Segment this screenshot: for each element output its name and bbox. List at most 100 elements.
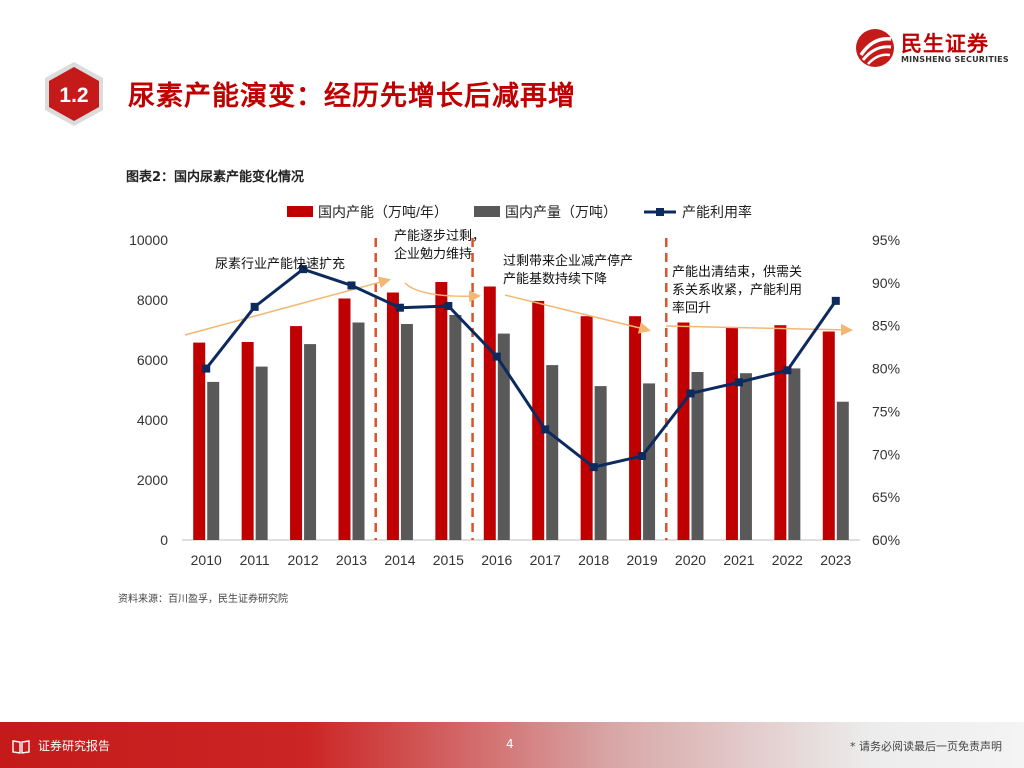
legend-production-label: 国内产量（万吨）: [505, 204, 617, 220]
bar-production-2018: [594, 386, 607, 540]
y-right-tick: 90%: [872, 275, 900, 291]
trend-arrow-3: [504, 294, 651, 334]
y-right-tick: 75%: [872, 403, 900, 419]
x-tick-2014: 2014: [384, 552, 415, 568]
bar-production-2023: [836, 401, 849, 540]
footer-bar: 证券研究报告 4 * 请务必阅读最后一页免责声明: [0, 722, 1024, 768]
y-left-tick: 0: [160, 532, 168, 548]
bar-production-2014: [400, 324, 413, 540]
annotation-1-line-1: 尿素行业产能快速扩充: [215, 256, 345, 271]
footer-report-type: 证券研究报告: [12, 737, 110, 754]
x-tick-2010: 2010: [191, 552, 222, 568]
bar-capacity-2019: [629, 316, 642, 540]
logo-text-cn: 民生证券: [901, 32, 989, 56]
utilization-point-2019: [638, 452, 647, 460]
x-tick-2021: 2021: [723, 552, 754, 568]
bar-production-2022: [788, 368, 801, 540]
utilization-point-2023: [831, 296, 840, 305]
bar-production-2020: [691, 372, 704, 540]
bar-capacity-2015: [435, 282, 448, 540]
legend-utilization-swatch-marker: [656, 208, 664, 216]
page-title: 尿素产能演变：经历先增长后减再增: [128, 81, 576, 112]
utilization-point-2013: [347, 281, 356, 290]
annotation-3-line-2: 产能基数持续下降: [503, 271, 607, 286]
annotation-2-line-1: 产能逐步过剩，: [394, 228, 485, 243]
figure-title: 图表2：国内尿素产能变化情况: [126, 170, 305, 185]
bar-capacity-2013: [338, 298, 351, 540]
annotation-3-line-1: 过剩带来企业减产停产: [503, 253, 633, 268]
x-tick-2018: 2018: [578, 552, 609, 568]
x-tick-2016: 2016: [481, 552, 512, 568]
annotation-4-line-1: 产能出清结束，供需关: [672, 264, 802, 279]
bar-capacity-2020: [677, 322, 690, 540]
disclaimer: * 请务必阅读最后一页免责声明: [850, 740, 1002, 753]
bar-capacity-2018: [580, 316, 593, 540]
utilization-point-2017: [541, 425, 550, 434]
annotation-4-line-2: 系关系收紧，产能利用: [672, 282, 802, 297]
trend-arrow-4: [665, 323, 853, 336]
y-left-tick: 2000: [137, 472, 168, 488]
x-tick-2019: 2019: [626, 552, 657, 568]
y-left-tick: 4000: [137, 412, 168, 428]
bar-production-2010: [207, 381, 220, 540]
logo-text-en: MINSHENG SECURITIES: [901, 55, 1009, 64]
y-right-tick: 70%: [872, 446, 900, 462]
y-left-tick: 8000: [137, 292, 168, 308]
bar-production-2015: [449, 315, 462, 540]
bar-capacity-2023: [822, 331, 835, 540]
page-number: 4: [506, 737, 514, 751]
section-badge: 1.2: [45, 62, 103, 126]
y-left-tick: 6000: [137, 352, 168, 368]
legend-capacity-label: 国内产能（万吨/年）: [318, 204, 448, 220]
section-number: 1.2: [59, 84, 88, 107]
utilization-point-2010: [202, 364, 211, 373]
bar-production-2012: [304, 344, 317, 540]
bar-capacity-2010: [193, 342, 206, 540]
trend-arrow-2: [404, 282, 481, 303]
y-right-tick: 65%: [872, 489, 900, 505]
capacity-chart: 0 2000 4000 6000 8000 10000 60% 65% 70% 75% 80% 85%…: [129, 204, 900, 568]
utilization-point-2018: [589, 463, 598, 472]
x-tick-2020: 2020: [675, 552, 706, 568]
bar-production-2019: [643, 383, 656, 540]
source-note: 资料来源：百川盈孚，民生证券研究院: [118, 594, 288, 605]
x-tick-2022: 2022: [772, 552, 803, 568]
utilization-point-2011: [250, 302, 259, 311]
legend-capacity-swatch: [287, 206, 313, 217]
y-left-tick: 10000: [129, 232, 168, 248]
y-right-tick: 60%: [872, 532, 900, 548]
x-tick-2013: 2013: [336, 552, 367, 568]
utilization-point-2015: [444, 302, 453, 310]
x-tick-2023: 2023: [820, 552, 851, 568]
bar-capacity-2022: [774, 325, 787, 540]
utilization-point-2012: [299, 265, 308, 274]
footer-report-type-label: 证券研究报告: [38, 739, 111, 753]
bar-capacity-2021: [725, 327, 738, 540]
utilization-point-2021: [734, 378, 743, 387]
bar-production-2016: [497, 333, 510, 540]
legend-production-swatch: [474, 206, 500, 217]
utilization-point-2016: [492, 352, 501, 361]
y-right-tick: 80%: [872, 361, 900, 377]
utilization-point-2020: [686, 389, 695, 398]
annotation-4-line-3: 率回升: [672, 300, 711, 315]
y-right-tick: 95%: [872, 232, 900, 248]
bar-capacity-2016: [483, 286, 496, 540]
minsheng-logo-icon: [856, 29, 894, 67]
annotation-2-line-2: 企业勉力维持: [394, 246, 472, 261]
book-icon: [12, 739, 30, 754]
bar-production-2011: [255, 366, 268, 540]
bar-capacity-2011: [241, 342, 254, 540]
y-right-tick: 85%: [872, 318, 900, 334]
x-tick-2011: 2011: [240, 552, 270, 568]
minsheng-logo: 民生证券 MINSHENG SECURITIES: [855, 26, 1009, 70]
bar-production-2021: [739, 373, 752, 540]
legend-utilization-label: 产能利用率: [682, 204, 752, 220]
x-tick-2017: 2017: [530, 552, 561, 568]
utilization-point-2022: [783, 366, 792, 375]
x-tick-2015: 2015: [433, 552, 464, 568]
x-tick-2012: 2012: [287, 552, 318, 568]
utilization-line: [205, 267, 838, 469]
bar-production-2013: [352, 322, 365, 540]
bar-production-2017: [546, 365, 559, 540]
